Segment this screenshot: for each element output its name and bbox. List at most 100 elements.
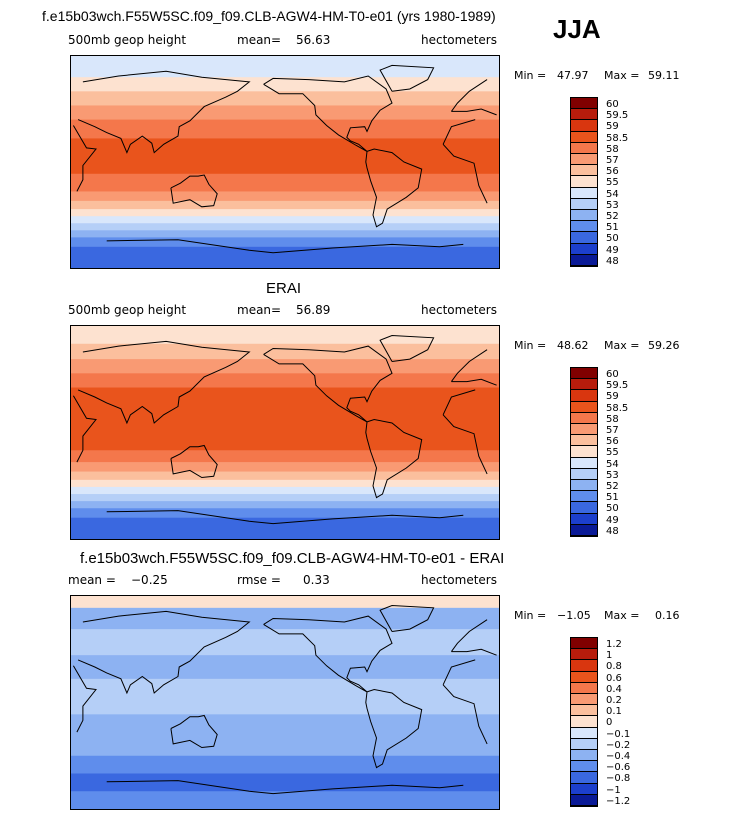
coastline bbox=[72, 395, 97, 463]
colorbar-tick-label: 59.5 bbox=[606, 380, 629, 392]
colorbar-tick-label: −1 bbox=[606, 784, 621, 796]
panel2-title: ERAI bbox=[266, 280, 302, 297]
coastline bbox=[379, 64, 435, 92]
colorbar-tick-label: 60 bbox=[606, 99, 619, 110]
colorbar-swatch bbox=[571, 502, 597, 514]
panel2-units: hectometers bbox=[421, 303, 497, 317]
contour-band bbox=[71, 629, 499, 656]
contour-band bbox=[71, 773, 499, 792]
contour-band bbox=[71, 471, 499, 481]
panel3-max-label: Max = bbox=[604, 609, 640, 622]
contour-band bbox=[71, 596, 499, 609]
colorbar-swatch bbox=[571, 638, 597, 650]
colorbar-swatch bbox=[571, 120, 597, 132]
colorbar-swatch bbox=[571, 221, 597, 233]
coastline bbox=[77, 340, 251, 425]
contour-band bbox=[71, 200, 499, 210]
colorbar-tick-label: 58.5 bbox=[606, 402, 629, 414]
colorbar-tick-label: 52 bbox=[606, 211, 619, 222]
panel2-min-value: 48.62 bbox=[557, 339, 589, 352]
coastline bbox=[451, 108, 497, 116]
contour-band bbox=[71, 209, 499, 217]
coastline bbox=[106, 780, 464, 795]
colorbar-swatch bbox=[571, 254, 597, 266]
panel1-max-label: Max = bbox=[604, 69, 640, 82]
contour-band bbox=[71, 387, 499, 451]
colorbar-tick-label: 54 bbox=[606, 188, 619, 200]
panel3-units: hectometers bbox=[421, 573, 497, 587]
contour-band bbox=[71, 119, 499, 139]
coastline bbox=[442, 684, 488, 745]
colorbar-swatch bbox=[571, 435, 597, 447]
coastline bbox=[77, 610, 251, 695]
contour-band bbox=[71, 486, 499, 495]
colorbar-tick-label: 52 bbox=[606, 481, 619, 492]
colorbar-tick-label: 58 bbox=[606, 143, 619, 155]
contour-band bbox=[71, 678, 499, 715]
panel1-max-value: 59.11 bbox=[648, 69, 680, 82]
colorbar-tick-label: 1.2 bbox=[606, 639, 622, 650]
colorbar-swatch bbox=[571, 716, 597, 728]
colorbar-swatch bbox=[571, 671, 597, 683]
coastline bbox=[442, 119, 476, 145]
colorbar-tick-label: 59 bbox=[606, 391, 619, 403]
panel1-mean-label: mean= bbox=[237, 33, 282, 47]
coastline bbox=[72, 125, 97, 192]
colorbar-swatch bbox=[571, 705, 597, 717]
panel2-max-label: Max = bbox=[604, 339, 640, 352]
colorbar-tick-label: 0.4 bbox=[606, 683, 622, 695]
contour-band bbox=[71, 791, 499, 809]
panel2-mean-label: mean= bbox=[237, 303, 282, 317]
colorbar-swatch bbox=[571, 243, 597, 255]
panel3-min-value: −1.05 bbox=[557, 609, 591, 622]
panel3-min-label: Min = bbox=[514, 609, 547, 622]
colorbar-swatch bbox=[571, 379, 597, 391]
panel1-map bbox=[70, 55, 500, 269]
colorbar-swatch bbox=[571, 198, 597, 210]
colorbar-tick-label: 48 bbox=[606, 525, 619, 537]
contour-band bbox=[71, 517, 499, 539]
colorbar-tick-label: 53 bbox=[606, 199, 619, 211]
map-canvas bbox=[71, 326, 499, 539]
coastline bbox=[106, 510, 464, 525]
contour-band bbox=[71, 714, 499, 739]
colorbar-tick-label: 49 bbox=[606, 514, 619, 526]
colorbar-swatch bbox=[571, 682, 597, 694]
colorbar-swatch bbox=[571, 109, 597, 121]
map-canvas bbox=[71, 596, 499, 809]
panel3-map bbox=[70, 595, 500, 810]
colorbar-swatch bbox=[571, 131, 597, 143]
colorbar-swatch bbox=[571, 457, 597, 469]
colorbar-tick-label: 49 bbox=[606, 244, 619, 256]
coastline bbox=[263, 345, 393, 423]
panel2-mean-value: 56.89 bbox=[296, 303, 331, 317]
colorbar-swatch bbox=[571, 446, 597, 458]
colorbar-tick-label: −0.4 bbox=[606, 751, 631, 762]
coastline bbox=[451, 648, 497, 656]
colorbar-swatch bbox=[571, 660, 597, 672]
colorbar-swatch bbox=[571, 727, 597, 739]
colorbar-tick-label: 51 bbox=[606, 222, 619, 234]
contour-band bbox=[71, 191, 499, 202]
colorbar-box bbox=[570, 367, 598, 537]
colorbar-tick-label: 57 bbox=[606, 425, 619, 436]
colorbar-tick-label: 50 bbox=[606, 503, 619, 515]
colorbar-tick-label: −0.2 bbox=[606, 739, 631, 751]
panel3-mean-value: −0.25 bbox=[131, 573, 168, 587]
colorbar-tick-label: −0.1 bbox=[606, 728, 631, 740]
colorbar-swatch bbox=[571, 794, 597, 806]
colorbar-swatch bbox=[571, 480, 597, 492]
colorbar-tick-label: 55 bbox=[606, 177, 619, 189]
panel2-map bbox=[70, 325, 500, 540]
colorbar-tick-label: 0.6 bbox=[606, 672, 622, 684]
coastline bbox=[170, 714, 218, 749]
coastline bbox=[379, 334, 435, 362]
coastline bbox=[170, 174, 218, 208]
coastline bbox=[365, 148, 423, 228]
colorbar-swatch bbox=[571, 98, 597, 110]
colorbar-swatch bbox=[571, 176, 597, 188]
contour-band bbox=[71, 223, 499, 231]
colorbar-tick-label: 0.8 bbox=[606, 661, 622, 673]
colorbar-swatch bbox=[571, 401, 597, 413]
coastline bbox=[442, 143, 488, 204]
